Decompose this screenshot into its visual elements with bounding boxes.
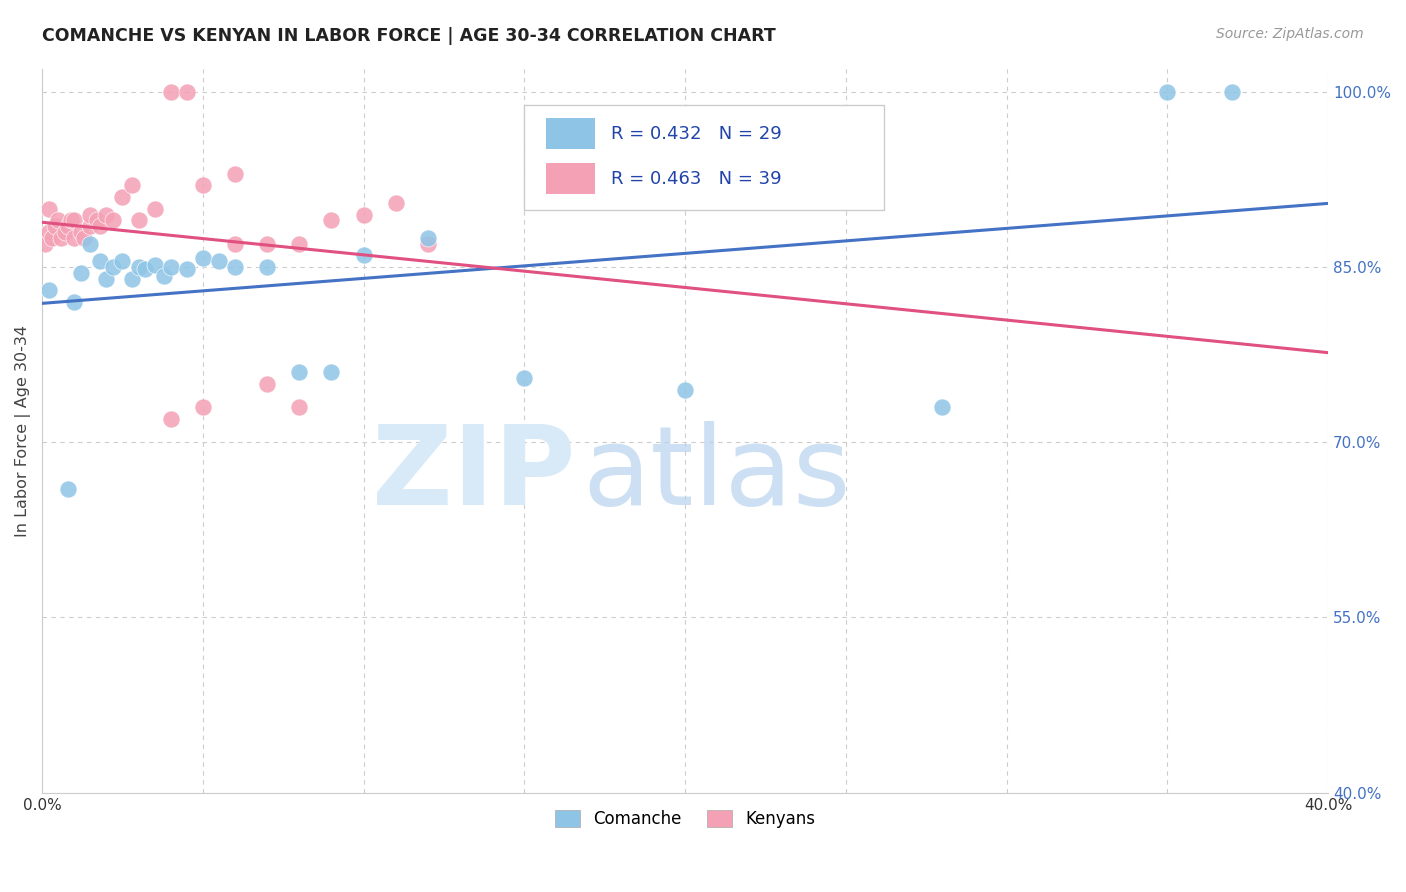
Point [288,401,311,415]
Text: ZIP: ZIP [373,420,576,527]
Point [256,260,278,274]
Y-axis label: In Labor Force | Age 30-34: In Labor Force | Age 30-34 [15,325,31,537]
Point [176,85,198,99]
Point [384,195,406,210]
Point [208,254,231,268]
Point [224,167,246,181]
Point [288,365,311,379]
Point [63,295,86,310]
FancyBboxPatch shape [547,163,595,194]
FancyBboxPatch shape [524,104,884,210]
Point [34,236,56,251]
Text: COMANCHE VS KENYAN IN LABOR FORCE | AGE 30-34 CORRELATION CHART: COMANCHE VS KENYAN IN LABOR FORCE | AGE … [42,27,776,45]
Point [56,482,79,496]
Point [321,365,343,379]
Point [111,254,134,268]
Point [931,401,953,415]
Point [69,225,91,239]
Point [159,260,181,274]
Point [1220,85,1243,99]
Point [56,219,79,234]
Point [69,266,91,280]
Point [224,236,246,251]
Point [41,231,63,245]
Point [89,254,111,268]
Point [63,231,86,245]
Legend: Comanche, Kenyans: Comanche, Kenyans [548,804,823,835]
Text: R = 0.432   N = 29: R = 0.432 N = 29 [610,125,782,143]
Point [143,258,166,272]
Point [153,269,176,284]
Point [159,85,181,99]
Point [73,231,96,245]
Point [191,178,214,193]
Point [256,376,278,391]
Point [38,225,60,239]
Point [143,202,166,216]
Point [96,207,118,221]
Point [353,207,375,221]
Point [60,213,83,227]
Point [256,236,278,251]
Point [101,213,124,227]
Point [89,219,111,234]
Point [416,236,439,251]
Point [63,213,86,227]
Point [111,190,134,204]
Point [176,262,198,277]
Point [224,260,246,274]
Point [416,231,439,245]
Point [44,219,66,234]
Point [128,213,150,227]
Point [121,272,143,286]
Point [128,260,150,274]
Point [51,231,73,245]
Point [353,248,375,262]
Point [121,178,143,193]
Text: Source: ZipAtlas.com: Source: ZipAtlas.com [1216,27,1364,41]
Point [673,383,696,397]
Point [288,236,311,251]
Point [159,412,181,426]
Point [79,219,101,234]
FancyBboxPatch shape [547,118,595,149]
Point [191,401,214,415]
Point [86,213,108,227]
Point [101,260,124,274]
Point [38,202,60,216]
Point [53,225,76,239]
Point [191,251,214,265]
Point [134,262,156,277]
Point [46,213,69,227]
Point [79,207,101,221]
Point [79,236,101,251]
Text: R = 0.463   N = 39: R = 0.463 N = 39 [610,169,782,187]
Point [96,272,118,286]
Text: atlas: atlas [582,420,851,527]
Point [513,371,536,385]
Point [1156,85,1178,99]
Point [38,284,60,298]
Point [321,213,343,227]
